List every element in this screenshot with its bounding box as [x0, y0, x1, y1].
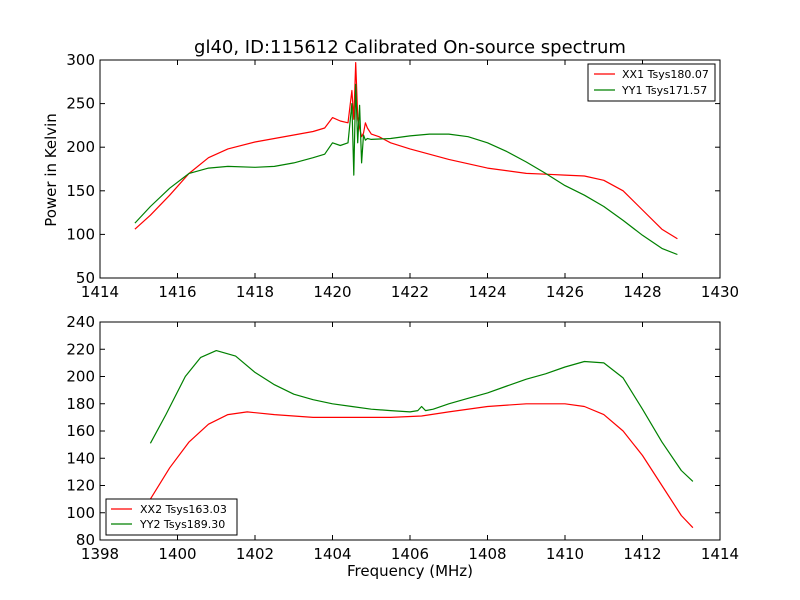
bottom-y-tick-label: 80 [76, 531, 95, 549]
bottom-series-group [149, 350, 694, 529]
bottom-plot: 1398 1400 1402 1404 1406 1408 1410 1412 1414 80 10… [66, 313, 739, 580]
top-y-tick-label: 150 [66, 182, 95, 200]
chart-title: gl40, ID:115612 Calibrated On-source spe… [194, 37, 626, 58]
bottom-x-axis-label: Frequency (MHz) [347, 562, 473, 580]
bottom-x-tick-label: 1398 [81, 545, 119, 563]
top-legend-label-xx1: XX1 Tsys180.07 [622, 68, 709, 81]
top-x-tick-label: 1420 [313, 283, 351, 301]
top-y-tick-label: 50 [76, 269, 95, 287]
bottom-legend-box [105, 498, 238, 536]
bottom-legend: XX2 Tsys163.03 YY2 Tsys189.30 [105, 498, 238, 536]
top-legend: XX1 Tsys180.07 YY1 Tsys171.57 [587, 63, 716, 102]
bottom-x-tick-label: 1402 [236, 545, 274, 563]
bottom-y-tick-label: 100 [66, 504, 95, 522]
bottom-plot-frame [99, 321, 721, 541]
top-x-tick-label: 1424 [468, 283, 506, 301]
top-x-tick-label: 1418 [236, 283, 274, 301]
top-x-tick-label: 1428 [623, 283, 661, 301]
bottom-x-tick-label: 1414 [701, 545, 739, 563]
top-x-tick-label: 1416 [158, 283, 196, 301]
top-x-tick-label: 1426 [546, 283, 584, 301]
bottom-x-tick-label: 1400 [158, 545, 196, 563]
top-plot-frame [99, 59, 721, 279]
bottom-x-tick-label: 1404 [313, 545, 351, 563]
top-y-tick-label: 300 [66, 51, 95, 69]
bottom-y-tick-label: 240 [66, 313, 95, 331]
bottom-legend-label-yy2: YY2 Tsys189.30 [139, 518, 225, 531]
top-x-tick-label: 1414 [81, 283, 119, 301]
top-x-tick-label: 1430 [701, 283, 739, 301]
bottom-x-tick-label: 1410 [546, 545, 584, 563]
bottom-series-line-0 [149, 403, 694, 529]
top-series-line-1 [134, 83, 678, 256]
bottom-y-tick-label: 200 [66, 368, 95, 386]
top-x-tick-label: 1422 [391, 283, 429, 301]
bottom-series-line-1 [149, 350, 694, 482]
bottom-y-tick-label: 140 [66, 449, 95, 467]
bottom-y-tick-label: 160 [66, 422, 95, 440]
bottom-y-tick-label: 180 [66, 395, 95, 413]
top-y-tick-label: 100 [66, 225, 95, 243]
bottom-x-tick-label: 1408 [468, 545, 506, 563]
top-legend-label-yy1: YY1 Tsys171.57 [621, 84, 707, 97]
top-plot: gl40, ID:115612 Calibrated On-source spe… [42, 37, 739, 301]
top-series-group [134, 61, 678, 256]
bottom-y-tick-label: 120 [66, 477, 95, 495]
bottom-y-tick-label: 220 [66, 340, 95, 358]
top-y-axis-label: Power in Kelvin [42, 113, 60, 227]
top-legend-box [587, 63, 716, 102]
top-axis-ticks: 1414 1416 1418 1420 1422 1424 1426 1428 1430 50 10… [66, 51, 739, 301]
top-y-tick-label: 200 [66, 138, 95, 156]
bottom-x-tick-label: 1406 [391, 545, 429, 563]
bottom-x-tick-label: 1412 [623, 545, 661, 563]
bottom-legend-label-xx2: XX2 Tsys163.03 [140, 503, 227, 516]
top-y-tick-label: 250 [66, 95, 95, 113]
